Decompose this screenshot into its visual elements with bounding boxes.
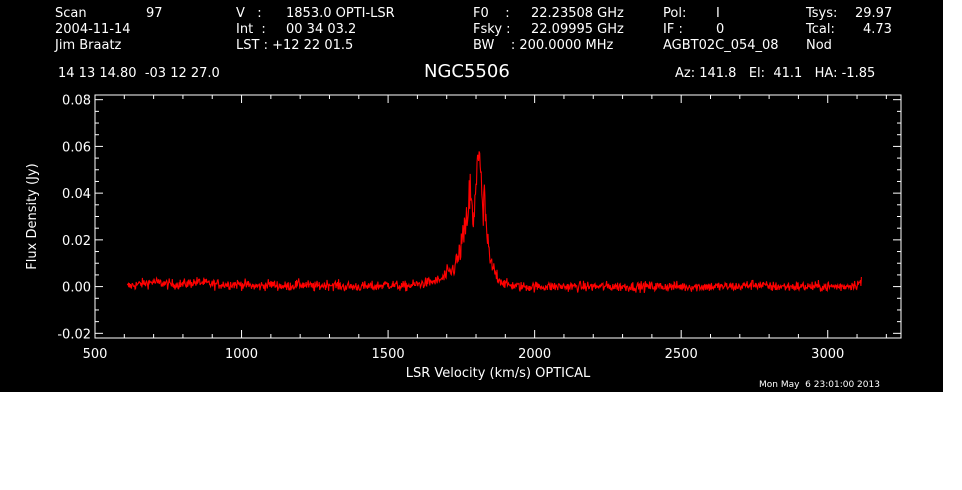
plot-frame <box>94 94 902 339</box>
x-tick-label: 3000 <box>811 347 844 362</box>
obs-mode: Nod <box>806 38 832 53</box>
velocity-label: V : <box>236 6 262 21</box>
plot-panel: Scan 97 V : 1853.0 OPTI-LSR F0 : 22.2350… <box>0 0 943 392</box>
y-tick-label: -0.02 <box>57 327 91 342</box>
fsky-value: 22.09995 GHz <box>531 22 624 37</box>
tsys-value: 29.97 <box>855 6 893 21</box>
tcal-value: 4.73 <box>863 22 892 37</box>
int-label: Int : <box>236 22 266 37</box>
x-tick-label: 2000 <box>518 347 551 362</box>
source-name: NGC5506 <box>424 61 510 82</box>
y-tick-label: 0.06 <box>62 140 91 155</box>
y-tick-label: 0.02 <box>62 234 91 249</box>
if-value: 0 <box>716 22 725 37</box>
x-tick-label: 1000 <box>225 347 258 362</box>
observer-name: Jim Braatz <box>55 38 122 53</box>
project-id: AGBT02C_054_08 <box>663 38 779 53</box>
x-tick-label: 2500 <box>665 347 698 362</box>
fsky-label: Fsky : <box>473 22 511 37</box>
y-axis-label: Flux Density (Jy) <box>25 163 40 269</box>
if-label: IF : <box>663 22 683 37</box>
coordinates: 14 13 14.80 -03 12 27.0 <box>58 66 220 81</box>
y-tick-label: 0.08 <box>62 94 91 109</box>
velocity-value: 1853.0 OPTI-LSR <box>286 6 395 21</box>
x-tick-label: 500 <box>83 347 108 362</box>
f0-value: 22.23508 GHz <box>531 6 624 21</box>
int-value: 00 34 03.2 <box>286 22 357 37</box>
x-axis-label: LSR Velocity (km/s) OPTICAL <box>406 366 591 381</box>
tcal-label: Tcal: <box>806 22 835 37</box>
az-el-ha: Az: 141.8 El: 41.1 HA: -1.85 <box>675 66 876 81</box>
y-tick-label: 0.00 <box>62 281 91 296</box>
f0-label: F0 : <box>473 6 510 21</box>
tsys-label: Tsys: <box>806 6 838 21</box>
pol-value: I <box>716 6 720 21</box>
scan-number: 97 <box>146 6 163 21</box>
scan-label: Scan <box>55 6 87 21</box>
spectrum-chart: 500 1000 1500 2000 2500 3000 -0.02 0.00 0.02 0.04… <box>25 94 902 381</box>
pol-label: Pol: <box>663 6 687 21</box>
x-tick-label: 1500 <box>372 347 405 362</box>
timestamp: Mon May 6 23:01:00 2013 <box>759 380 880 390</box>
lst-label: LST : +12 22 01.5 <box>236 38 354 53</box>
bw-label: BW : 200.0000 MHz <box>473 38 614 53</box>
y-tick-label: 0.04 <box>62 187 91 202</box>
spectrum-trace <box>126 151 862 293</box>
obs-date: 2004-11-14 <box>55 22 131 37</box>
